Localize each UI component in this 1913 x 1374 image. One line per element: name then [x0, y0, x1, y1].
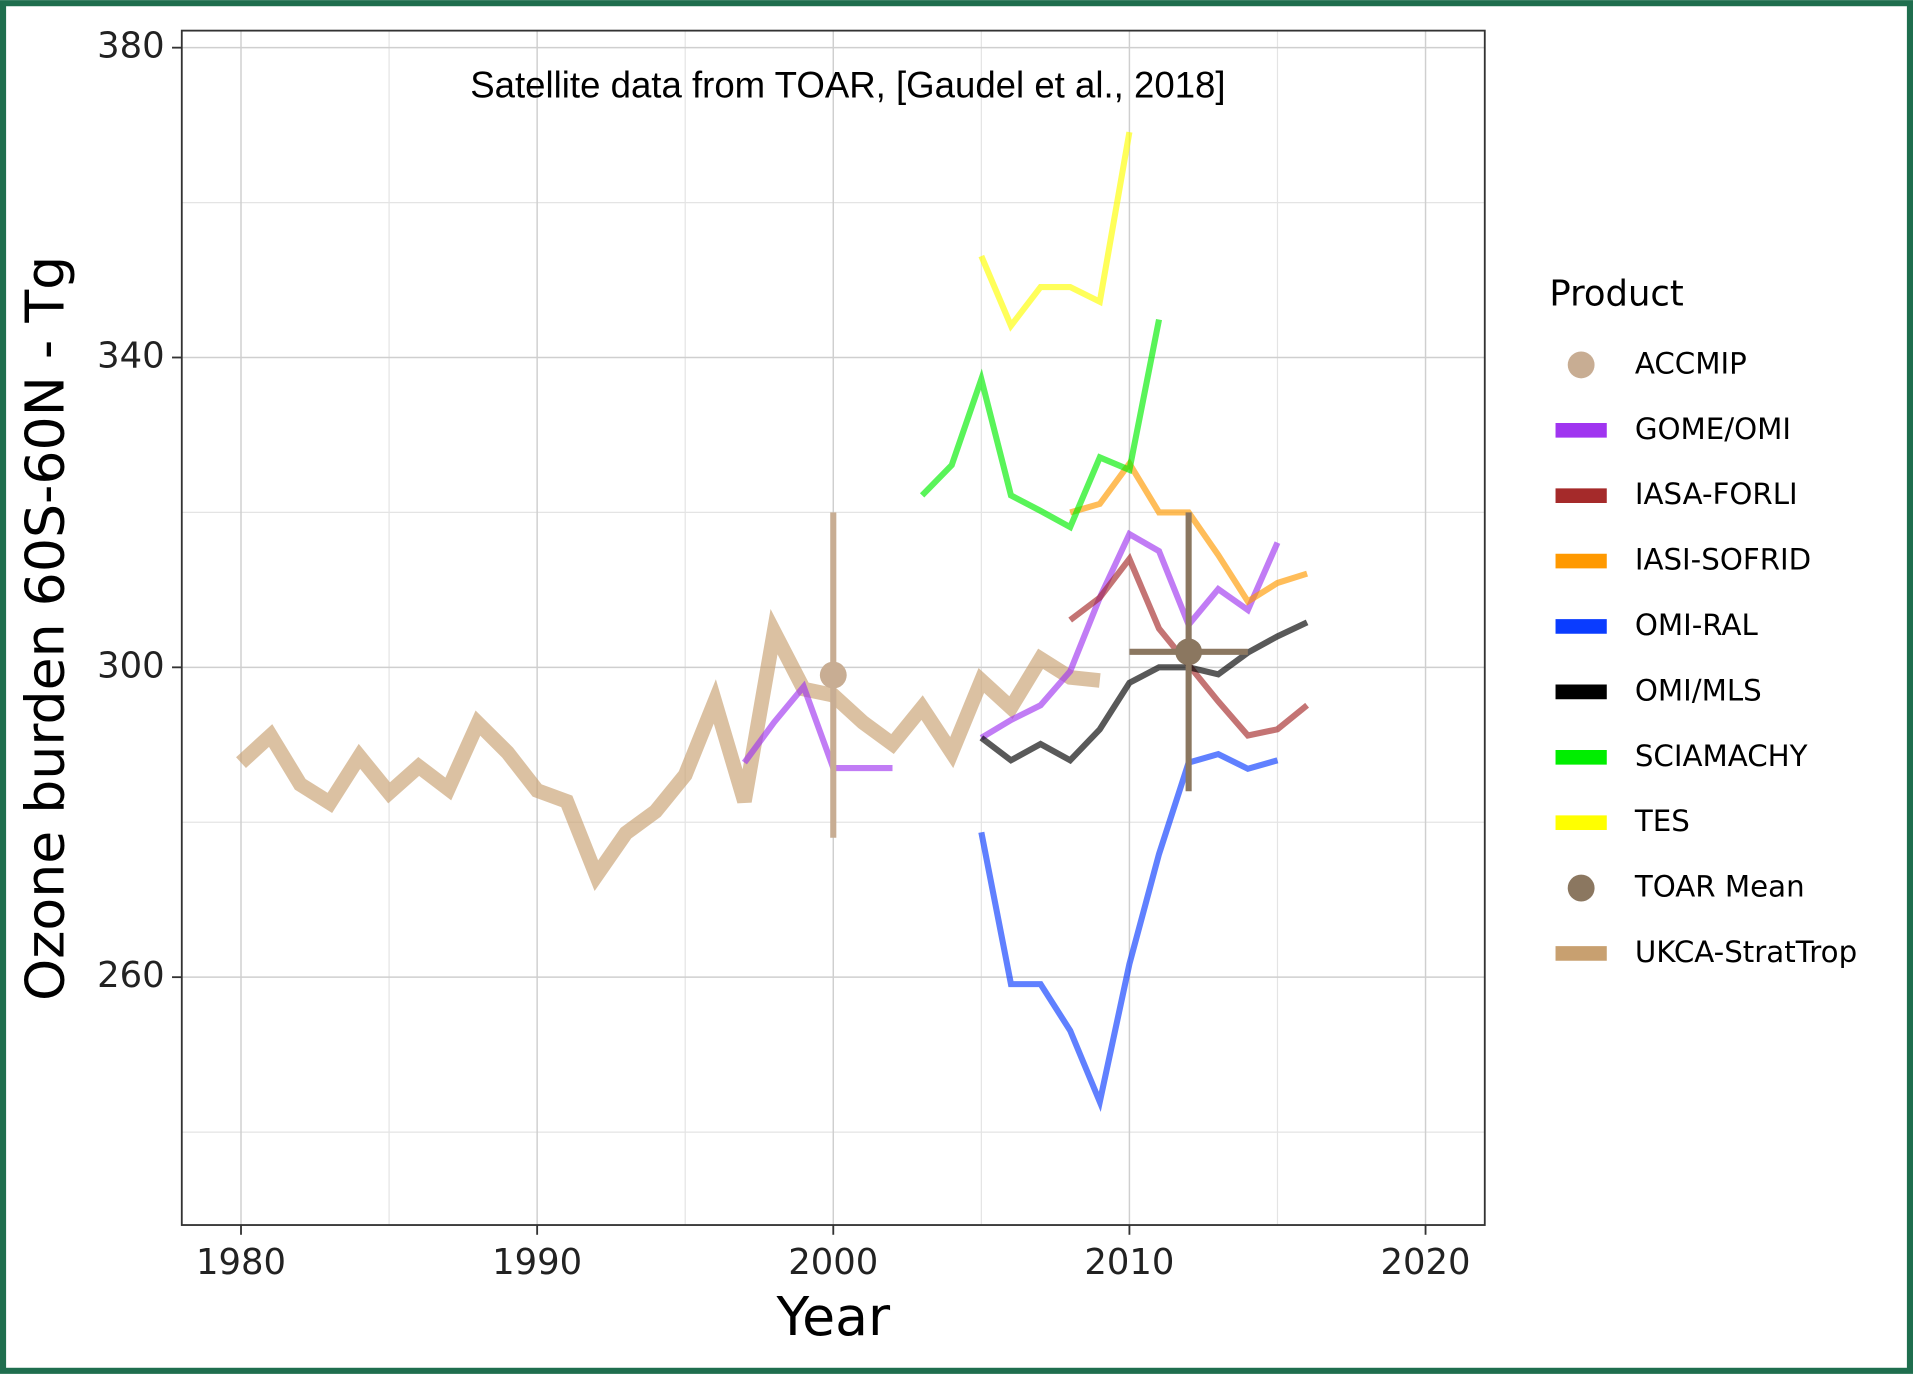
legend-label: UKCA-StratTrop	[1635, 935, 1857, 969]
series-line	[1069, 458, 1308, 606]
x-tick-label: 2020	[1381, 1242, 1471, 1283]
legend-label: TOAR Mean	[1634, 870, 1805, 904]
legend-key	[1567, 874, 1595, 902]
series-line	[978, 750, 1279, 1113]
series-line	[741, 529, 1281, 772]
x-tick-label: 1980	[196, 1242, 286, 1283]
legend-key	[1567, 351, 1595, 379]
legend-label: GOME/OMI	[1635, 412, 1791, 446]
point	[819, 661, 847, 689]
legend-label: OMI-RAL	[1635, 608, 1759, 642]
x-tick-label: 2000	[788, 1242, 878, 1283]
series-line	[979, 619, 1309, 765]
x-tick-label: 1990	[492, 1242, 582, 1283]
legend: ACCMIP GOME/OMI IASA-FORLI IASI-SOFRID OMI-R…	[1555, 346, 1857, 969]
legend-label: ACCMIP	[1635, 346, 1747, 380]
point	[1175, 638, 1203, 666]
annotation: Satellite data from TOAR, [Gaudel et al.…	[470, 65, 1225, 106]
legend-label: IASI-SOFRID	[1635, 543, 1811, 577]
legend-title: Product	[1549, 273, 1683, 314]
x-axis-title: Year	[775, 1285, 891, 1348]
plot-marks	[236, 131, 1310, 1113]
legend-label: TES	[1634, 804, 1690, 838]
legend-label: IASA-FORLI	[1635, 477, 1798, 511]
series-line	[236, 609, 1101, 892]
x-tick-label: 2010	[1084, 1242, 1174, 1283]
y-tick-label: 340	[97, 335, 165, 376]
legend-label: SCIAMACHY	[1635, 739, 1808, 773]
legend-label: OMI/MLS	[1635, 673, 1762, 707]
y-tick-label: 380	[97, 26, 165, 67]
series-line	[919, 318, 1163, 532]
y-tick-label: 260	[97, 955, 165, 996]
y-axis-title: Ozone burden 60S-60N - Tg	[13, 256, 76, 1001]
series-line	[978, 131, 1133, 332]
y-tick-label: 300	[97, 645, 165, 686]
